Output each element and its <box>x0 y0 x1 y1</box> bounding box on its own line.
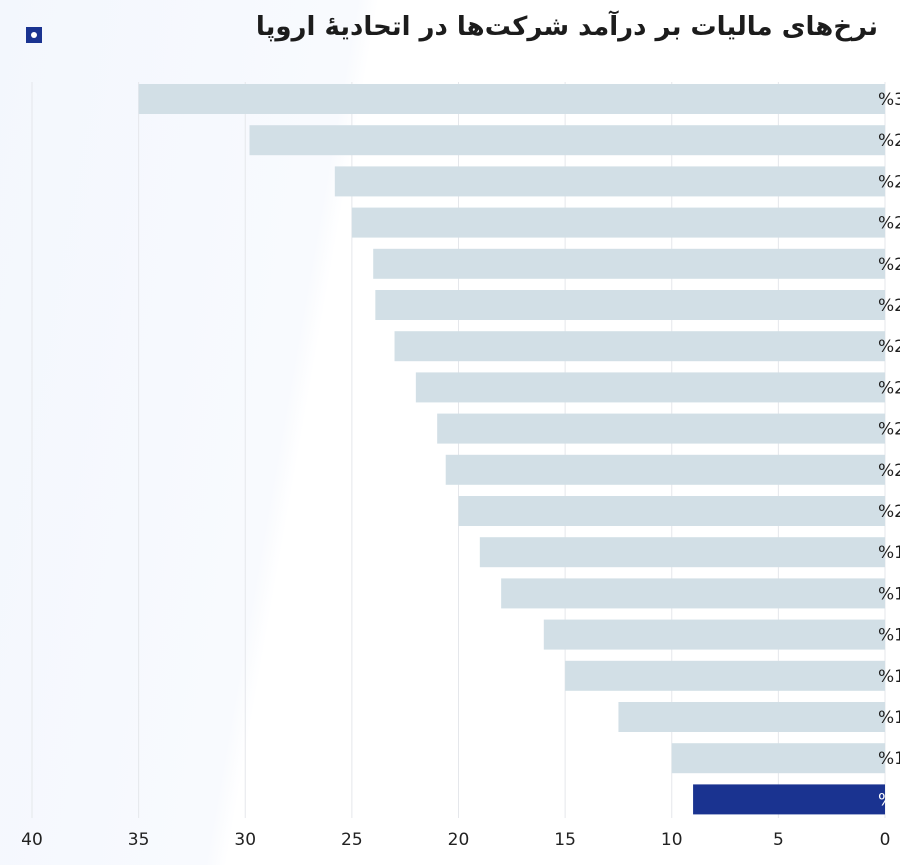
bar <box>501 578 885 609</box>
bar-label: مجارستان — 9% <box>878 790 900 810</box>
bar-label: لتونی، فنلاند، استونی — 20% <box>878 502 900 522</box>
x-tick-label: 30 <box>234 830 256 850</box>
bars <box>138 84 885 815</box>
bar-label: لهستان — 19% <box>878 543 900 563</box>
bar-label: آلمان — 29.8% <box>878 129 900 151</box>
bar-label: مالت — 35% <box>878 90 900 110</box>
bar <box>565 660 885 691</box>
chart-header: نرخ‌های مالیات بر درآمد شرکت‌ها در اتحاد… <box>0 0 900 70</box>
bar <box>618 702 885 732</box>
bar <box>543 619 885 650</box>
bar <box>334 166 885 197</box>
bar <box>394 331 885 362</box>
x-tick-label: 5 <box>773 830 784 850</box>
bar-highlight <box>693 784 885 815</box>
x-tick-label: 40 <box>21 830 43 850</box>
bar-label: یونان، اسلوونی، دانمارک — 22% <box>878 378 900 398</box>
bar-label: ایرلند — 12.5% <box>878 708 900 728</box>
bar <box>458 496 885 526</box>
x-tick-label: 0 <box>880 830 891 850</box>
bar-label: هلند — 25.8% <box>878 172 900 192</box>
x-tick-label: 15 <box>554 830 576 850</box>
bar <box>373 248 885 279</box>
bar-label: اتریش — 23% <box>878 337 900 357</box>
bar <box>138 84 885 114</box>
bar-label: کرواسی — 18% <box>878 584 900 604</box>
bar <box>375 290 885 320</box>
bar <box>415 372 885 403</box>
grid-lines <box>31 82 886 818</box>
bar <box>671 743 885 774</box>
bar-label: لیتوانی، رومانی — 16% <box>878 626 900 646</box>
x-tick-label: 35 <box>128 830 150 850</box>
bar-label: قبرس — 15% <box>878 667 900 687</box>
x-tick-label: 25 <box>341 830 363 850</box>
bar <box>351 207 885 238</box>
logo-icon <box>26 27 42 43</box>
x-tick-label: 10 <box>661 830 683 850</box>
bar <box>249 125 885 156</box>
bar-label: بلژیک، اسپانیا، فرانسه — 25% <box>878 214 900 234</box>
bar <box>437 413 885 444</box>
bar-label: پرتغال، چک — 21% <box>878 420 900 440</box>
bar-label: بلغارستان — 10% <box>878 749 900 769</box>
bar-label: لوکزامبورگ — 23.9% <box>878 295 900 316</box>
bar-labels: مالت — 35% آلمان — 29.8% هلند — 25.8% بلژیک… <box>878 90 900 810</box>
x-tick-label: 20 <box>448 830 470 850</box>
x-axis-ticks: 0 5 10 15 20 25 30 35 40 <box>21 830 890 850</box>
bar-label: ایتالیا، اسلواکی — 24% <box>878 255 900 275</box>
bar <box>445 454 885 485</box>
bar-label: سوئد — 20.6% <box>878 461 900 481</box>
bar <box>479 537 885 568</box>
chart-title: نرخ‌های مالیات بر درآمد شرکت‌ها در اتحاد… <box>255 12 878 42</box>
